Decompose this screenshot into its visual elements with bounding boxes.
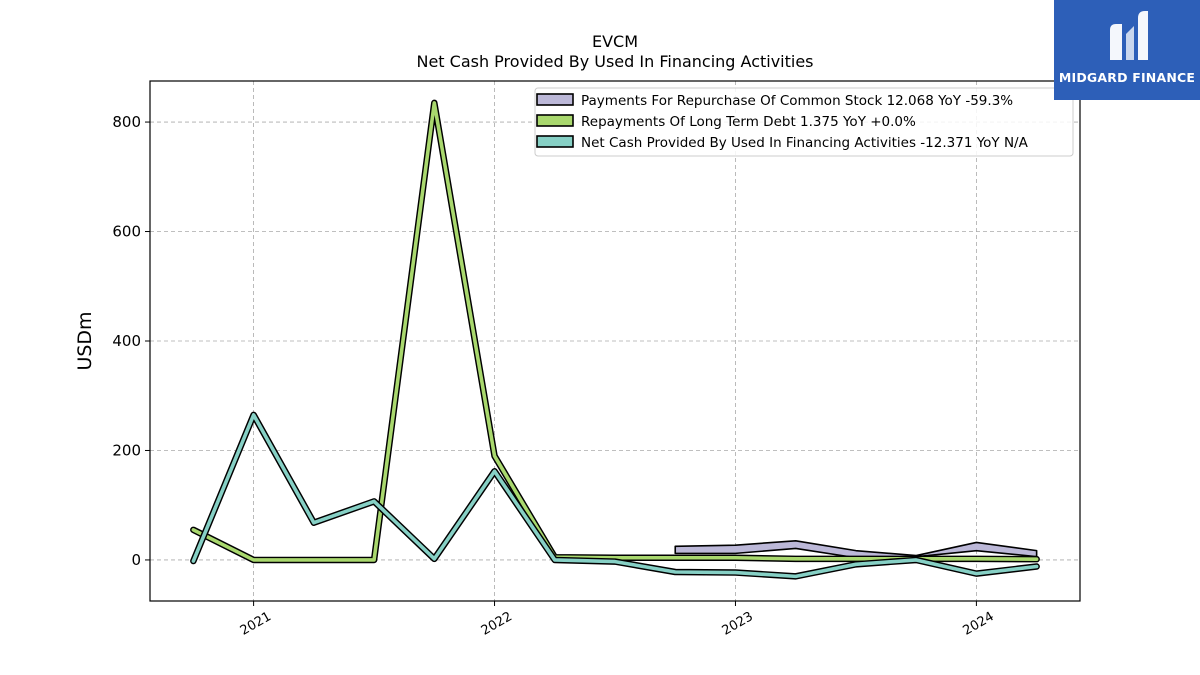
x-tick-label: 2023	[720, 609, 756, 639]
chart-subtitle: Net Cash Provided By Used In Financing A…	[416, 52, 813, 71]
legend-swatch	[536, 93, 574, 106]
series-line	[191, 413, 1039, 579]
series-1	[190, 99, 1040, 564]
series-layer	[190, 99, 1040, 580]
x-axis: 2021 2022 2023 2024	[238, 601, 997, 639]
legend-label: Net Cash Provided By Used In Financing A…	[581, 135, 1029, 151]
series-line	[191, 101, 1039, 562]
series-2	[190, 411, 1040, 580]
y-tick-label: 800	[112, 113, 141, 131]
legend-swatch	[536, 114, 574, 127]
chart-title: EVCM	[592, 32, 638, 51]
logo-mark-icon	[1110, 11, 1148, 60]
legend-label: Payments For Repurchase Of Common Stock …	[581, 93, 1013, 109]
y-tick-label: 200	[112, 441, 141, 459]
legend-box	[534, 87, 1074, 157]
y-tick-label: 600	[112, 223, 141, 241]
legend: Payments For Repurchase Of Common Stock …	[534, 87, 1074, 157]
legend-swatch	[536, 135, 574, 148]
plot-frame	[149, 80, 1081, 602]
logo-text: MIDGARD FINANCE	[1058, 70, 1196, 85]
x-tick-label: 2022	[479, 609, 515, 639]
y-axis: 0 200 400 600 800	[112, 113, 150, 569]
brand-logo: MIDGARD FINANCE	[1054, 0, 1200, 100]
x-tick-label: 2024	[961, 609, 997, 639]
y-tick-label: 400	[112, 332, 141, 350]
legend-label: Repayments Of Long Term Debt 1.375 YoY +…	[581, 114, 916, 130]
series-line-outline	[190, 99, 1040, 564]
series-line-outline	[190, 411, 1040, 580]
y-tick-label: 0	[131, 551, 141, 569]
y-axis-label: USDm	[74, 311, 96, 370]
x-tick-label: 2021	[238, 609, 274, 639]
grid	[150, 81, 1080, 601]
